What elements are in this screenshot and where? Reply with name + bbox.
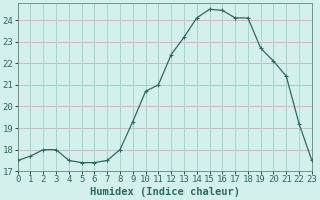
- X-axis label: Humidex (Indice chaleur): Humidex (Indice chaleur): [90, 187, 240, 197]
